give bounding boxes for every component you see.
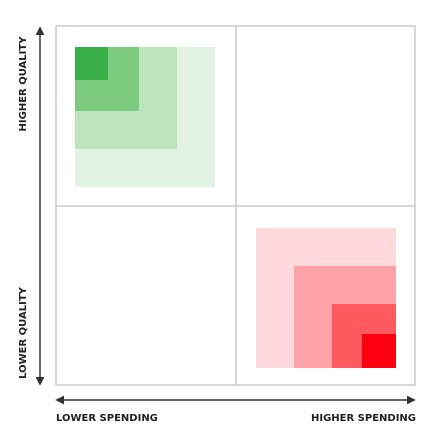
y-axis-label: HIGHER QUALITY bbox=[18, 36, 29, 132]
green-square bbox=[75, 47, 108, 80]
x-axis-label: HIGHER SPENDING bbox=[311, 413, 416, 424]
red-square bbox=[362, 334, 396, 368]
y-axis-label: LOWER QUALITY bbox=[18, 286, 29, 379]
x-axis-label: LOWER SPENDING bbox=[56, 413, 158, 424]
